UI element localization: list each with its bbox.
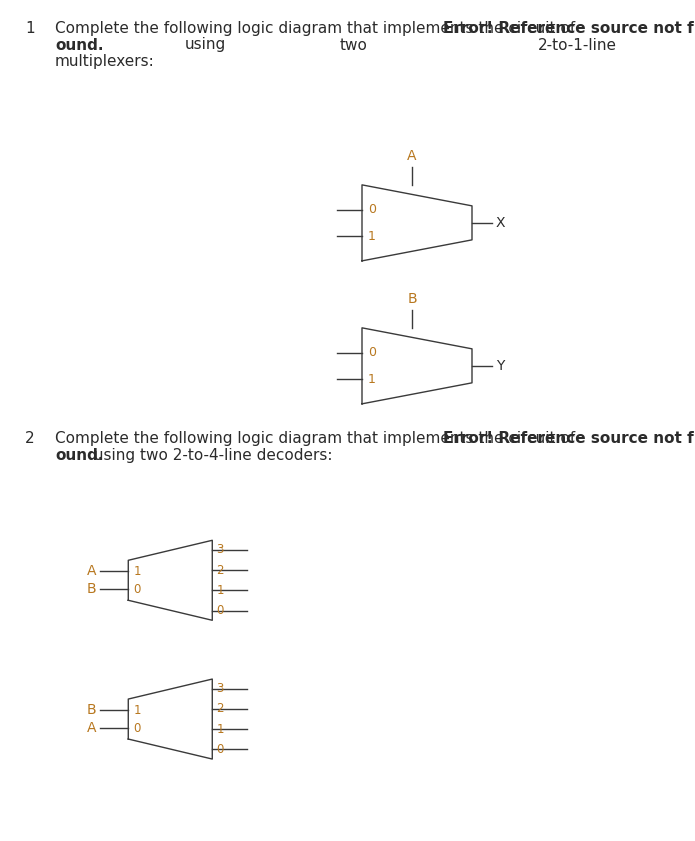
Text: 0: 0 (133, 583, 140, 595)
Text: B: B (407, 292, 417, 306)
Text: 2-to-1-line: 2-to-1-line (538, 38, 617, 52)
Text: A: A (87, 721, 97, 735)
Text: 1: 1 (368, 230, 376, 243)
Text: B: B (87, 582, 97, 596)
Text: 2: 2 (216, 702, 224, 716)
Text: 3: 3 (216, 543, 224, 557)
Text: 0: 0 (368, 346, 376, 359)
Text: ound.: ound. (55, 38, 104, 52)
Text: Error! Reference source not f: Error! Reference source not f (443, 431, 694, 446)
Text: 0: 0 (133, 722, 140, 734)
Text: 1: 1 (216, 722, 224, 736)
Text: using two 2-to-4-line decoders:: using two 2-to-4-line decoders: (89, 447, 332, 463)
Text: ound.: ound. (55, 447, 104, 463)
Text: two: two (340, 38, 368, 52)
Text: 1: 1 (25, 21, 35, 36)
Text: 1: 1 (368, 373, 376, 386)
Text: 0: 0 (216, 604, 224, 617)
Text: 2: 2 (216, 563, 224, 577)
Text: using: using (185, 38, 227, 52)
Text: 2: 2 (25, 431, 35, 446)
Text: 3: 3 (216, 682, 224, 696)
Text: 0: 0 (368, 203, 376, 216)
Text: 1: 1 (133, 704, 141, 717)
Text: B: B (87, 703, 97, 717)
Text: X: X (496, 216, 505, 230)
Text: 1: 1 (216, 584, 224, 597)
Text: A: A (407, 149, 417, 163)
Text: Y: Y (496, 359, 505, 373)
Text: 1: 1 (133, 565, 141, 578)
Text: Error! Reference source not f: Error! Reference source not f (443, 21, 694, 36)
Text: Complete the following logic diagram that implements the circuit of: Complete the following logic diagram tha… (55, 431, 580, 446)
Text: 0: 0 (216, 743, 224, 756)
Text: multiplexers:: multiplexers: (55, 54, 155, 69)
Text: Complete the following logic diagram that implements the circuit of: Complete the following logic diagram tha… (55, 21, 580, 36)
Text: A: A (87, 564, 97, 579)
